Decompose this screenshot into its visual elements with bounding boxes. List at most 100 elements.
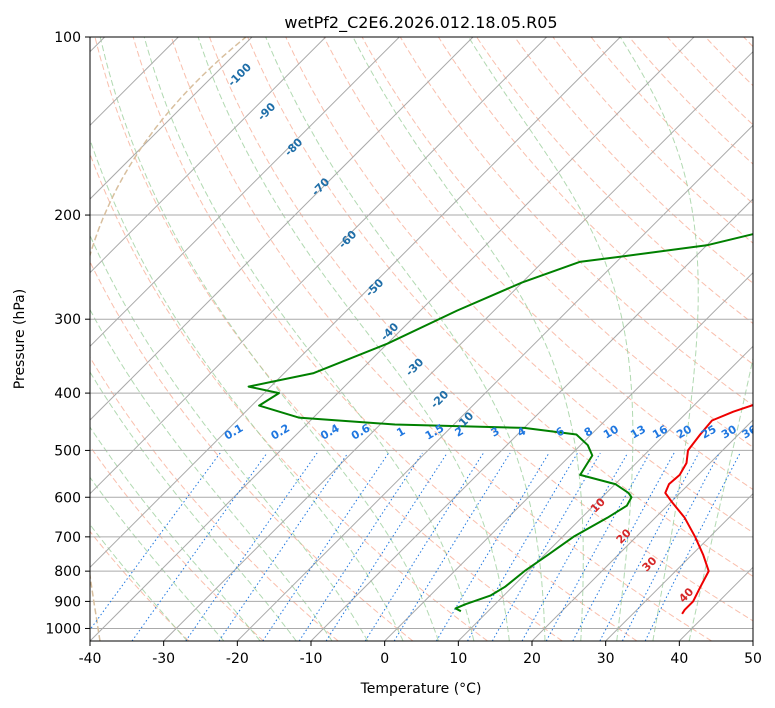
isotherm [90,37,253,200]
dry-adiabat [323,37,753,491]
isotherm [90,37,621,569]
x-tick-label: 30 [597,651,615,667]
x-tick-label: 10 [449,651,467,667]
mixing-ratio-label: 0.2 [269,422,292,443]
x-tick-label: -20 [226,651,249,667]
isotherm [310,198,753,641]
dry-adiabat [552,37,753,244]
dry-adiabat [437,37,753,365]
mixing-ratio-label: 1 [394,425,407,440]
moist-adiabat [619,37,699,641]
mixing-ratio-line [393,452,511,641]
x-tick-label: -10 [300,651,323,667]
moist-adiabat-label: -100 [225,60,254,89]
dry-adiabat [209,37,753,622]
y-tick-label: 700 [54,530,81,546]
mixing-ratio-line [364,452,484,641]
x-tick-label: 20 [523,651,541,667]
y-tick-label: 1000 [45,621,81,637]
x-tick-label: -30 [152,651,175,667]
dry-adiabat-label: 10 [588,495,608,515]
moist-adiabat [90,523,188,641]
moist-adiabat [197,37,510,641]
mixing-ratio-line [621,452,720,641]
y-axis: 100 200 300 400 500 600 700 800 900 1000 [45,30,90,637]
isotherm [90,37,695,641]
dry-adiabat [743,37,753,48]
dry-adiabat [667,37,753,126]
isotherm [531,419,753,641]
dry-adiabat [94,37,563,641]
isotherm [384,271,753,641]
mixing-ratio-label: 16 [650,422,670,441]
dry-adiabat [361,37,753,448]
moist-adiabat [688,355,753,641]
mixing-ratio-line [298,452,423,641]
isopleth-labels: 0.1 0.2 0.4 0.6 1 1.5 2 3 4 6 8 10 13 16 20 25 30 36-100-… [222,60,767,605]
moist-adiabat [352,37,584,641]
x-axis: -40 -30 -20 -10 0 10 20 30 40 50 [79,641,762,667]
moist-adiabat-label: 0 [752,435,767,450]
chart-title: wetPf2_C2E6.2026.012.18.05.R05 [284,13,557,33]
x-axis-label: Temperature (°C) [360,681,482,697]
moist-adiabat [90,234,369,641]
moist-adiabat [99,37,439,641]
mixing-ratio-line [218,452,349,641]
moist-adiabat-label: -70 [309,175,332,198]
y-tick-label: 900 [54,594,81,610]
moist-adiabat-label: -50 [363,276,386,299]
moist-adiabat [90,476,225,641]
moist-adiabat [143,37,475,641]
moist-adiabat-label: -60 [336,228,359,251]
mixing-ratio-label: 6 [554,424,567,439]
dewpoint-line [247,233,753,613]
moist-adiabat [90,308,333,641]
x-tick-label: 50 [744,651,762,667]
mixing-ratio-line [599,452,700,641]
y-tick-label: 800 [54,564,81,580]
mixing-ratio-label: 20 [674,422,694,441]
isotherm [605,492,753,641]
moist-adiabat-label: -30 [403,355,426,378]
dry-adiabat [399,37,753,407]
mixing-ratio-line [262,452,390,641]
dry-adiabat [705,37,753,87]
dry-adiabat [90,530,190,641]
moist-adiabat [90,371,297,641]
mixing-ratio-label: 4 [515,424,528,439]
y-tick-label: 200 [54,208,81,224]
mixing-ratio-line [467,452,579,641]
moist-adiabat-label: -90 [255,100,278,123]
moist-adiabat [468,37,634,641]
grid-layer [90,37,753,641]
series-layer [247,233,753,615]
isotherm [457,345,753,641]
isotherm [163,50,753,641]
y-tick-label: 500 [54,443,81,459]
moist-adiabat-label: -80 [282,135,305,158]
isotherm [90,37,548,495]
temperature-line [664,404,753,615]
isotherm [752,640,753,641]
isotherm [90,37,327,274]
y-axis-label: Pressure (hPa) [12,289,28,389]
mixing-ratio-label: 30 [719,422,739,441]
plot-frame [89,36,754,642]
moist-adiabat [90,138,404,641]
mixing-ratio-line [131,452,268,641]
mixing-ratio-line [644,452,741,641]
y-tick-label: 400 [54,386,81,402]
mixing-ratio-line [90,452,221,631]
mixing-ratio-label: 0.1 [222,422,245,443]
y-tick-label: 600 [54,490,81,506]
dry-adiabat [90,356,339,641]
dry-adiabat [590,37,753,205]
dry-adiabat [170,37,712,641]
moist-adiabat-label: -20 [428,388,451,411]
mixing-ratio-line [491,452,601,641]
moist-adiabat-label: -40 [378,320,401,343]
mixing-ratio-label: 13 [628,423,648,442]
dry-adiabat [90,260,414,641]
isotherm [678,566,753,641]
